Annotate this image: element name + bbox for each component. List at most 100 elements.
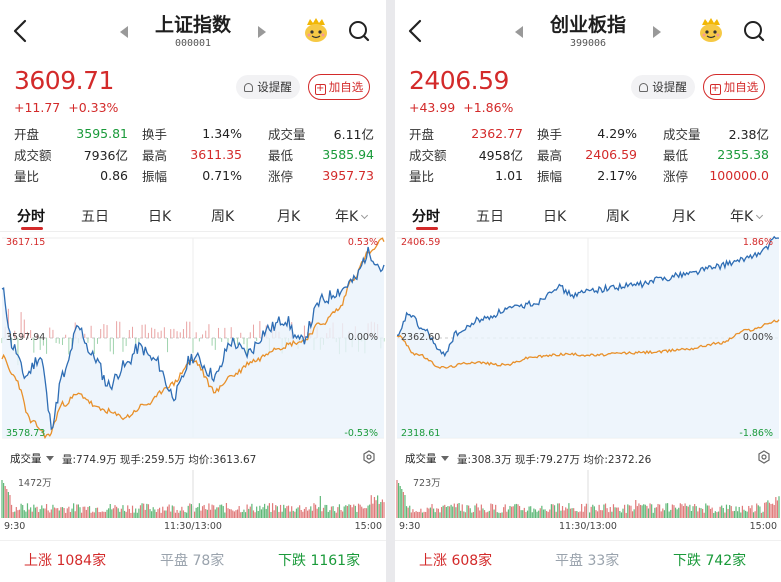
volume-chart: 723万 [395, 470, 781, 530]
header: 创业板指 399006 [395, 0, 781, 62]
mascot-icon[interactable] [697, 16, 725, 44]
stat-label: 成交额 [409, 148, 447, 163]
time-close: 15:00 [354, 521, 382, 532]
intraday-chart[interactable]: 2406.59 2362.60 2318.61 1.86% 0.00% -1.8… [395, 234, 781, 442]
advancers: 上涨 608家 [419, 550, 492, 570]
tab-intraday[interactable]: 分时 [17, 209, 45, 225]
stats-row: 成交额 4958亿 最高 2406.59 最低 2355.38 [409, 144, 769, 165]
stat-label: 换手 [537, 127, 563, 142]
tab-yearly-k-label: 年K [335, 209, 359, 225]
prev-index-arrow-icon[interactable] [515, 26, 523, 38]
chart-high-pct: 1.86% [742, 237, 773, 248]
active-tab-indicator [416, 227, 438, 230]
stat-value: 1.01 [495, 168, 523, 183]
unchanged: 平盘 33家 [555, 550, 619, 570]
add-watchlist-label: 加自选 [723, 80, 759, 94]
stat-value: 7936亿 [83, 148, 128, 163]
stat-value: 4.29% [597, 126, 637, 141]
stat-value: 100000.0 [709, 168, 769, 183]
header: 上证指数 000001 [0, 0, 386, 62]
search-icon[interactable] [346, 18, 372, 44]
unchanged-count: 78家 [192, 553, 225, 569]
advancers-label: 上涨 [24, 553, 52, 569]
index-name: 创业板指 [549, 14, 626, 36]
change-percent: +0.33% [68, 100, 119, 115]
change-value: +11.77 [14, 100, 61, 115]
next-index-arrow-icon[interactable] [258, 26, 266, 38]
tab-weekly-k[interactable]: 周K [606, 209, 630, 225]
mascot-icon[interactable] [302, 16, 330, 44]
set-alert-label: 设提醒 [257, 80, 292, 94]
next-index-arrow-icon[interactable] [653, 26, 661, 38]
stat-label: 最高 [537, 148, 563, 163]
add-watchlist-button[interactable]: + 加自选 [703, 74, 765, 100]
advancers-count: 608家 [451, 553, 493, 569]
chart-period-tabs: 分时 五日 日K 周K 月K 年K [395, 200, 781, 232]
stat-value: 3611.35 [190, 147, 242, 162]
set-alert-button[interactable]: 设提醒 [631, 75, 695, 99]
current-price: 3609.71 [14, 66, 114, 95]
gear-icon[interactable] [362, 450, 376, 464]
stats-grid: 开盘 2362.77 换手 4.29% 成交量 2.38亿 成交额 4958亿 最高 24… [409, 123, 769, 186]
stats-row: 量比 0.86 振幅 0.71% 涨停 3957.73 [14, 165, 374, 186]
volume-indicator-selector[interactable]: 成交量 [10, 451, 54, 466]
stat-value: 2.17% [597, 168, 637, 183]
price-line [397, 235, 780, 358]
chart-base-pct: 0.00% [742, 332, 773, 343]
stat-label: 最低 [268, 148, 294, 163]
market-breadth[interactable]: 上涨 608家 平盘 33家 下跌 742家 [395, 540, 781, 576]
add-watchlist-button[interactable]: + 加自选 [308, 74, 370, 100]
decliners-count: 1161家 [310, 553, 361, 569]
intraday-chart[interactable]: 3617.15 3597.94 3578.73 0.53% 0.00% -0.5… [0, 234, 386, 442]
chart-base-pct: 0.00% [347, 332, 378, 343]
stat-value: 0.71% [202, 168, 242, 183]
time-axis: 9:30 11:30/13:00 15:00 [395, 520, 781, 534]
search-icon[interactable] [741, 18, 767, 44]
stat-label: 换手 [142, 127, 168, 142]
tab-daily-k[interactable]: 日K [148, 209, 172, 225]
decliners-label: 下跌 [673, 553, 701, 569]
tab-yearly-k[interactable]: 年K [335, 206, 369, 226]
change-percent: +1.86% [463, 100, 514, 115]
tab-intraday[interactable]: 分时 [412, 209, 440, 225]
volume-info: 量:774.9万 现手:259.5万 均价:3613.67 [62, 454, 257, 466]
active-tab-indicator [21, 227, 43, 230]
stat-label: 开盘 [409, 127, 435, 142]
advancers-label: 上涨 [419, 553, 447, 569]
stat-label: 量比 [409, 169, 435, 184]
stat-value: 4958亿 [478, 148, 523, 163]
stat-value: 3595.81 [76, 126, 128, 141]
tab-weekly-k[interactable]: 周K [211, 209, 235, 225]
stat-label: 成交量 [268, 127, 306, 142]
intraday-chart-svg [396, 235, 780, 439]
tab-monthly-k[interactable]: 月K [672, 209, 696, 225]
stat-label: 最高 [142, 148, 168, 163]
stats-grid: 开盘 3595.81 换手 1.34% 成交量 6.11亿 成交额 7936亿 最高 36… [14, 123, 374, 186]
tab-five-day[interactable]: 五日 [476, 209, 504, 225]
intraday-chart-svg [1, 237, 385, 440]
chart-high-pct: 0.53% [347, 237, 378, 248]
tab-yearly-k[interactable]: 年K [730, 206, 764, 226]
tab-five-day[interactable]: 五日 [81, 209, 109, 225]
prev-index-arrow-icon[interactable] [120, 26, 128, 38]
stats-row: 成交额 7936亿 最高 3611.35 最低 3585.94 [14, 144, 374, 165]
back-icon[interactable] [405, 18, 427, 44]
volume-indicator-selector[interactable]: 成交量 [405, 451, 449, 466]
index-name: 上证指数 [154, 14, 231, 36]
bell-icon [639, 83, 649, 92]
gear-icon[interactable] [757, 450, 771, 464]
set-alert-button[interactable]: 设提醒 [236, 75, 300, 99]
chart-low-pct: -1.86% [739, 428, 773, 439]
volume-max-label: 723万 [413, 478, 441, 489]
tab-daily-k[interactable]: 日K [543, 209, 567, 225]
stat-label: 振幅 [537, 169, 563, 184]
index-code: 000001 [174, 38, 212, 49]
market-breadth[interactable]: 上涨 1084家 平盘 78家 下跌 1161家 [0, 540, 386, 576]
advancers: 上涨 1084家 [24, 550, 106, 570]
tab-monthly-k[interactable]: 月K [277, 209, 301, 225]
time-close: 15:00 [749, 521, 777, 532]
bell-icon [244, 83, 254, 92]
advancers-count: 1084家 [56, 553, 107, 569]
chart-low-pct: -0.53% [344, 428, 378, 439]
back-icon[interactable] [10, 18, 32, 44]
